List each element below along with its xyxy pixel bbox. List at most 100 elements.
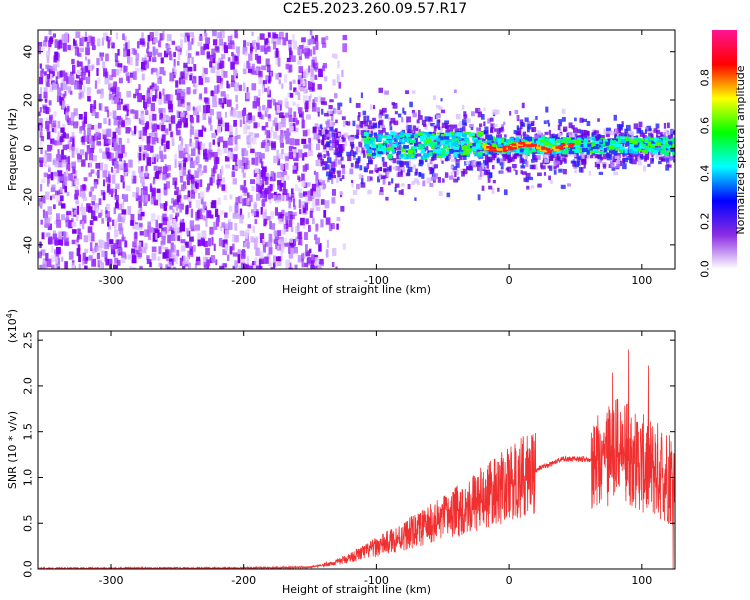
signal-cell [317, 154, 323, 160]
noise-cell [157, 256, 161, 261]
noise-cell [98, 212, 102, 218]
signal-cell [405, 125, 409, 131]
noise-cell [103, 138, 109, 147]
noise-cell [236, 47, 240, 57]
noise-cell [246, 87, 249, 94]
signal-cell [488, 185, 493, 190]
noise-cell [156, 70, 160, 79]
noise-cell [311, 198, 317, 208]
noise-cell [147, 34, 151, 42]
signal-cell [473, 161, 476, 165]
noise-cell [141, 246, 147, 254]
signal-cell [661, 156, 666, 162]
y-axis-label: SNR (10 * v/v) [6, 411, 19, 489]
noise-cell [138, 84, 141, 91]
signal-cell [354, 165, 360, 169]
track-cell [613, 144, 618, 149]
noise-cell [217, 32, 222, 39]
noise-cell [47, 77, 50, 87]
noise-cell [182, 181, 187, 190]
signal-cell [414, 197, 417, 201]
noise-cell [64, 185, 67, 193]
signal-cell [484, 157, 489, 164]
noise-cell [67, 117, 71, 126]
noise-cell [90, 125, 95, 130]
noise-cell [114, 53, 119, 62]
signal-cell [411, 180, 415, 185]
noise-cell [197, 232, 201, 240]
noise-cell [288, 196, 292, 203]
y-tick-label: 0.5 [22, 514, 35, 532]
core-cell [519, 142, 526, 145]
signal-cell [381, 110, 385, 116]
noise-cell [104, 106, 109, 112]
noise-cell [206, 259, 211, 266]
noise-cell [259, 250, 264, 260]
track-cell [423, 153, 430, 158]
signal-cell [316, 107, 321, 113]
signal-cell [531, 126, 537, 133]
track-cell [429, 135, 435, 141]
noise-cell [93, 179, 99, 185]
signal-cell [401, 189, 404, 196]
noise-cell [198, 129, 204, 137]
noise-cell [38, 93, 42, 102]
noise-cell [259, 186, 263, 194]
track-cell [671, 138, 675, 141]
signal-cell [639, 132, 644, 137]
track-cell [367, 149, 373, 153]
noise-cell [112, 131, 117, 139]
noise-cell [165, 141, 170, 149]
signal-cell [356, 124, 361, 129]
noise-cell [211, 132, 216, 139]
noise-cell [177, 194, 181, 203]
y-tick-label: -40 [22, 236, 35, 254]
track-cell [418, 144, 423, 149]
noise-cell [263, 219, 267, 227]
signal-cell [357, 115, 360, 121]
noise-cell [269, 176, 273, 182]
track-cell [453, 152, 458, 157]
noise-cell [180, 89, 186, 96]
noise-cell [223, 239, 228, 248]
signal-cell [322, 183, 327, 189]
noise-cell [134, 68, 140, 73]
noise-cell [48, 40, 52, 48]
track-cell [363, 137, 367, 141]
track-cell [521, 140, 528, 143]
signal-cell [391, 102, 395, 106]
signal-cell [516, 135, 522, 141]
noise-cell [238, 84, 243, 91]
noise-cell [307, 39, 311, 46]
signal-cell [360, 182, 366, 188]
signal-cell [321, 129, 326, 135]
noise-cell [146, 48, 149, 54]
colorbar-tick-label: 0.0 [699, 260, 712, 278]
noise-cell [264, 172, 269, 180]
noise-cell [113, 264, 118, 269]
signal-cell [336, 170, 341, 174]
signal-cell [350, 145, 353, 152]
signal-cell [480, 135, 485, 139]
signal-cell [428, 116, 432, 121]
noise-cell [176, 110, 179, 118]
track-cell [419, 136, 425, 140]
track-cell [403, 145, 409, 149]
noise-cell [72, 138, 75, 147]
noise-cell [330, 161, 336, 171]
noise-cell [154, 132, 158, 142]
signal-cell [340, 205, 345, 212]
signal-cell [329, 99, 334, 103]
noise-cell [186, 174, 190, 181]
noise-cell [254, 53, 259, 61]
track-cell [593, 150, 600, 154]
noise-cell [314, 123, 319, 130]
track-cell [413, 146, 417, 150]
noise-cell [163, 183, 167, 190]
signal-cell [470, 127, 474, 131]
noise-cell [192, 78, 196, 88]
noise-cell [127, 254, 132, 260]
signal-cell [411, 109, 416, 114]
noise-cell [209, 61, 213, 68]
